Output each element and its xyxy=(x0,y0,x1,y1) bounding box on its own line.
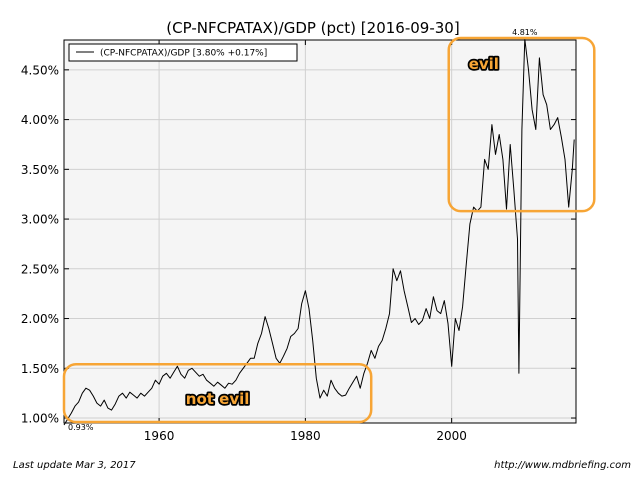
grid xyxy=(64,40,576,423)
axis-ticks: 1.00% 1.50% 2.00% 2.50% 3.00% 3.50% 4.00% 4.50%… xyxy=(21,40,576,443)
highlight-label: evil xyxy=(469,55,499,73)
y-tick-label: 1.00% xyxy=(21,412,59,426)
highlight-box xyxy=(62,363,373,424)
max-value-label: 4.81% xyxy=(512,28,538,37)
annotations: 4.81% 0.93% xyxy=(68,28,538,432)
series-line xyxy=(63,38,575,426)
last-update: Last update Mar 3, 2017 xyxy=(13,460,136,471)
y-tick-label: 2.00% xyxy=(21,312,59,326)
legend-box xyxy=(68,43,298,62)
x-tick-label: 1980 xyxy=(290,429,321,443)
series-group xyxy=(63,38,575,426)
legend-label: (CP-NFCPATAX)/GDP [3.80% +0.17%] xyxy=(100,49,267,59)
x-tick-label: 1960 xyxy=(144,429,175,443)
source-url[interactable]: http://www.mdbriefing.com xyxy=(494,460,631,471)
plot-area xyxy=(63,39,577,424)
legend: (CP-NFCPATAX)/GDP [3.80% +0.17%] xyxy=(68,43,298,62)
y-tick-label: 3.50% xyxy=(21,163,59,177)
chart-title: (CP-NFCPATAX)/GDP (pct) [2016-09-30] xyxy=(166,19,459,37)
y-tick-label: 4.00% xyxy=(21,113,59,127)
min-value-label: 0.93% xyxy=(68,423,94,432)
highlight-box xyxy=(447,36,596,213)
highlight-boxes: not evil evil xyxy=(62,36,596,424)
x-tick-label: 2000 xyxy=(436,429,467,443)
y-tick-label: 3.00% xyxy=(21,213,59,227)
y-tick-label: 2.50% xyxy=(21,262,59,276)
y-tick-label: 4.50% xyxy=(21,63,59,77)
y-tick-label: 1.50% xyxy=(21,362,59,376)
highlight-label: not evil xyxy=(186,390,250,408)
